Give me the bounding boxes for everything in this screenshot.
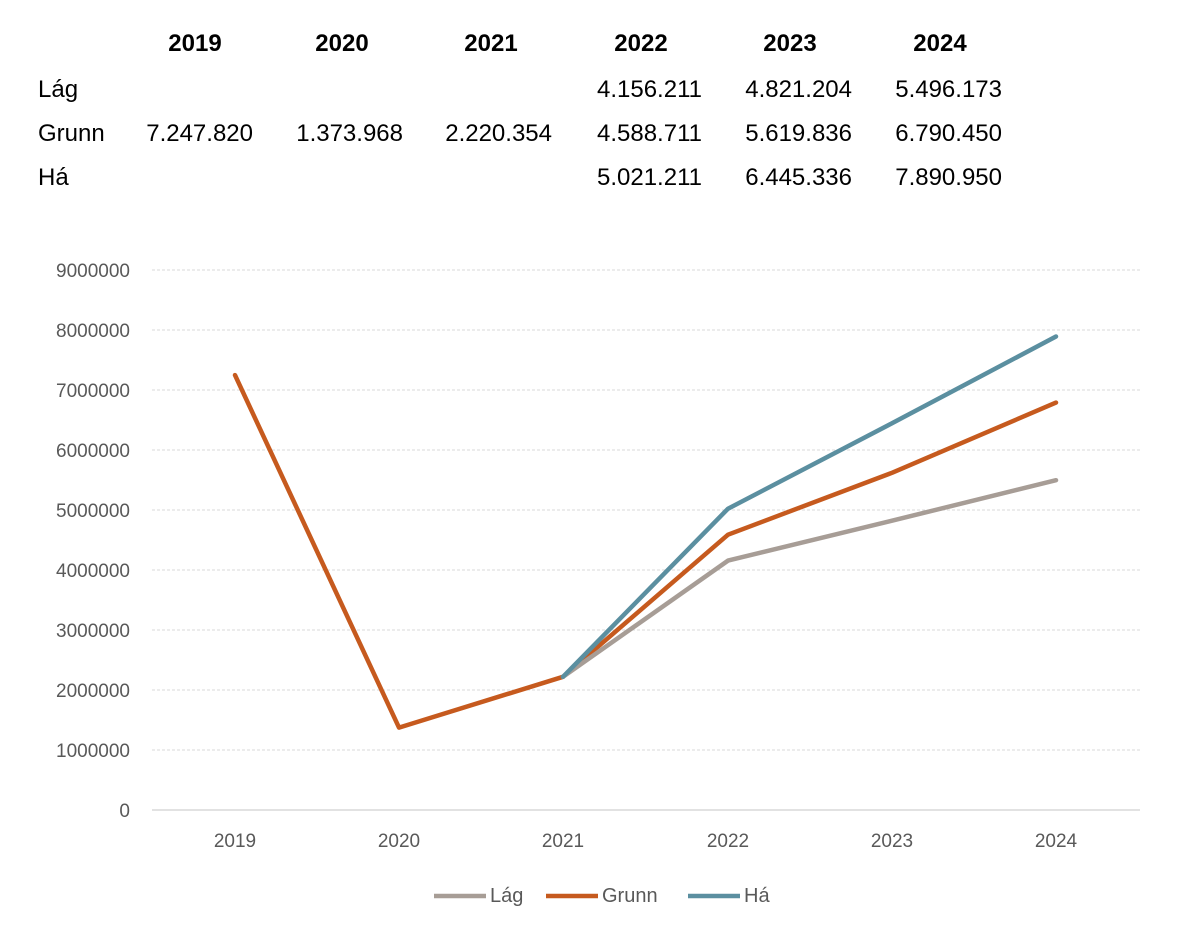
- table-cell: 2.220.354: [445, 120, 552, 147]
- y-tick-label: 4000000: [56, 561, 130, 582]
- x-tick-label: 2020: [378, 831, 420, 852]
- y-tick-label: 9000000: [56, 261, 130, 282]
- y-tick-label: 3000000: [56, 621, 130, 642]
- table-cell: 1.373.968: [296, 120, 403, 147]
- table-header-2023: 2023: [763, 30, 817, 57]
- y-tick-label: 2000000: [56, 681, 130, 702]
- series-line-lág: [560, 477, 1059, 680]
- x-tick-label: 2023: [871, 831, 913, 852]
- table-header-2020: 2020: [315, 30, 369, 57]
- legend-label: Há: [744, 885, 770, 907]
- table-header-2024: 2024: [913, 30, 967, 57]
- legend-item-lág: Lág: [434, 885, 523, 907]
- x-axis: 2019 2020 2021 2022 2023 2024: [214, 831, 1078, 852]
- legend-label: Lág: [490, 885, 523, 907]
- series-line-há: [560, 334, 1059, 680]
- table-cell: 4.156.211: [597, 76, 702, 103]
- y-tick-label: 1000000: [56, 741, 130, 762]
- x-tick-label: 2022: [707, 831, 749, 852]
- y-axis: 0 1000000 2000000 3000000 4000000 5000000 6000…: [56, 261, 130, 822]
- grid: [152, 269, 1140, 811]
- y-tick-label: 8000000: [56, 321, 130, 342]
- table-cell: 6.790.450: [895, 120, 1002, 147]
- legend-label: Grunn: [602, 885, 658, 907]
- data-table: 2019 2020 2021 2022 2023 2024 Lág 4.156.…: [0, 0, 1188, 210]
- x-tick-label: 2021: [542, 831, 584, 852]
- table-header-2022: 2022: [614, 30, 668, 57]
- x-tick-label: 2024: [1035, 831, 1078, 852]
- table-row-label-grunn: Grunn: [38, 120, 105, 147]
- y-tick-label: 5000000: [56, 501, 130, 522]
- table-row-label-ha: Há: [38, 164, 69, 191]
- series-lines: [232, 334, 1059, 730]
- table-cell: 5.619.836: [745, 120, 852, 147]
- series-line-grunn: [232, 372, 1059, 730]
- table-row-label-lag: Lág: [38, 76, 79, 103]
- table-header-2021: 2021: [464, 30, 518, 57]
- line-chart: 0 1000000 2000000 3000000 4000000 5000000 6000…: [56, 261, 1140, 907]
- y-tick-label: 7000000: [56, 381, 130, 402]
- table-cell: 6.445.336: [745, 164, 852, 191]
- legend-item-há: Há: [688, 885, 770, 907]
- table-cell: 5.496.173: [895, 76, 1002, 103]
- y-tick-label: 0: [119, 801, 130, 822]
- table-cell: 7.247.820: [146, 120, 253, 147]
- table-cell: 4.588.711: [597, 120, 702, 147]
- x-tick-label: 2019: [214, 831, 256, 852]
- table-cell: 5.021.211: [597, 164, 702, 191]
- table-header-2019: 2019: [168, 30, 222, 57]
- table-cell: 4.821.204: [745, 76, 852, 103]
- legend-item-grunn: Grunn: [546, 885, 658, 907]
- table-cell: 7.890.950: [895, 164, 1002, 191]
- y-tick-label: 6000000: [56, 441, 130, 462]
- legend: Lág Grunn Há: [434, 885, 770, 907]
